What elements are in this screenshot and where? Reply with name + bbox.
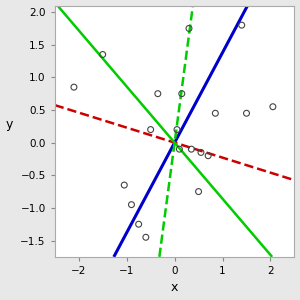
X-axis label: x: x xyxy=(171,281,178,294)
Point xyxy=(100,52,105,57)
Point xyxy=(129,202,134,207)
Point xyxy=(136,222,141,226)
Point xyxy=(213,111,218,116)
Point xyxy=(122,183,127,188)
Point xyxy=(244,111,249,116)
Point xyxy=(148,127,153,132)
Point xyxy=(196,189,201,194)
Point xyxy=(71,85,76,89)
Point xyxy=(239,23,244,28)
Point xyxy=(187,26,191,31)
Point xyxy=(143,235,148,240)
Point xyxy=(179,91,184,96)
Point xyxy=(206,153,211,158)
Point xyxy=(155,91,160,96)
Point xyxy=(271,104,275,109)
Point xyxy=(189,147,194,152)
Point xyxy=(177,147,182,152)
Point xyxy=(175,127,179,132)
Y-axis label: y: y xyxy=(6,118,13,131)
Point xyxy=(199,150,203,155)
